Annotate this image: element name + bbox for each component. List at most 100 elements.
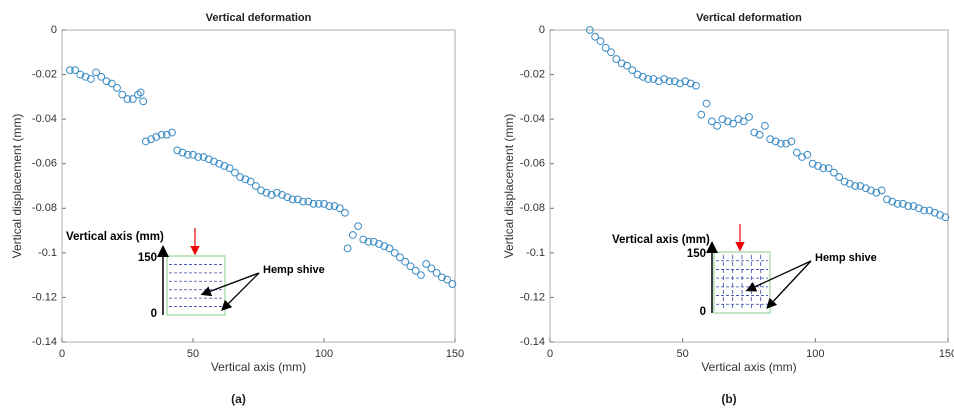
y-tick-label: -0.06 [32,158,57,170]
data-point [654,77,663,86]
data-point [380,242,389,251]
x-tick-label: 50 [677,348,689,360]
data-point [299,197,307,206]
data-point [364,237,373,246]
data-point [134,90,142,99]
data-point [341,208,349,217]
data-point [814,162,822,170]
data-point [585,26,594,34]
data-point [183,150,192,159]
data-point [417,271,425,280]
pointer-arrow [221,272,260,311]
pointer-arrow [766,260,812,309]
data-point [113,84,121,92]
y-tick-label: 0 [51,24,57,36]
data-point [81,72,90,81]
y-tick-label: -0.02 [32,68,57,80]
data-point [71,66,79,75]
data-point [739,117,748,126]
data-point [808,159,817,168]
data-point [686,79,695,88]
data-point [729,119,737,128]
x-tick-label: 0 [547,348,553,360]
data-point [904,202,913,210]
data-point [173,146,182,155]
data-point [141,137,150,146]
data-point [761,121,769,130]
data-point [723,117,732,126]
data-point [877,186,886,195]
data-point [139,97,148,106]
data-point [288,195,297,204]
data-point [320,199,328,208]
specimen-box [166,255,226,316]
data-point [840,177,849,186]
data-point [97,72,106,81]
data-point [755,130,764,139]
data-point [162,130,171,139]
data-point [676,79,684,88]
data-point [692,81,700,90]
data-point [123,95,132,103]
data-point [851,182,860,190]
x-axis-label: Vertical axis (mm) [701,360,796,374]
data-point [930,208,939,217]
x-tick-label: 150 [939,348,954,360]
data-point [168,128,176,137]
data-point [314,199,323,208]
data-point [670,77,679,86]
data-point [660,75,668,83]
y-tick-label: -0.12 [32,291,57,303]
data-point [118,90,127,99]
data-point [136,88,145,97]
data-point [348,231,357,239]
inset-schematic: Vertical axis (mm) 150 0 Hemp shive [66,228,325,320]
data-point [65,66,74,75]
data-point [262,188,271,197]
data-point [898,199,907,208]
data-point [867,186,875,195]
data-point [883,195,891,204]
data-point [385,244,394,253]
data-point [107,79,116,88]
data-point [861,184,870,193]
data-point [178,148,187,157]
data-point [628,66,637,75]
data-point [713,121,722,130]
data-point [718,115,727,124]
data-point [438,273,446,282]
y-tick-label: -0.06 [520,158,545,170]
x-tick-label: 150 [446,348,464,360]
data-point [293,195,302,204]
data-point [189,150,197,159]
data-point [422,260,431,268]
data-point [633,70,642,79]
y-tick-label: -0.04 [520,113,545,125]
data-point [644,75,653,83]
data-point [204,155,213,164]
y-tick-label: 0 [539,24,545,36]
data-point [766,135,775,144]
y-tick-label: -0.04 [32,113,57,125]
data-point [369,237,378,246]
data-point [888,197,897,206]
y-tick-label: -0.14 [520,336,545,348]
inset-axis-label: Vertical axis (mm) [66,231,164,243]
data-point [390,248,399,257]
data-point [157,130,166,139]
data-point [787,137,796,146]
data-point [856,182,865,190]
data-point [612,55,621,63]
data-point [92,68,100,77]
data-point [893,199,902,208]
data-point [638,72,647,81]
data-point [771,137,780,146]
data-point [617,59,626,68]
data-point [623,61,631,70]
data-point [745,113,753,121]
y-tick-label: -0.12 [520,291,545,303]
data-point [649,75,658,83]
data-point [914,204,923,213]
data-point [845,179,854,188]
data-point [251,182,260,190]
